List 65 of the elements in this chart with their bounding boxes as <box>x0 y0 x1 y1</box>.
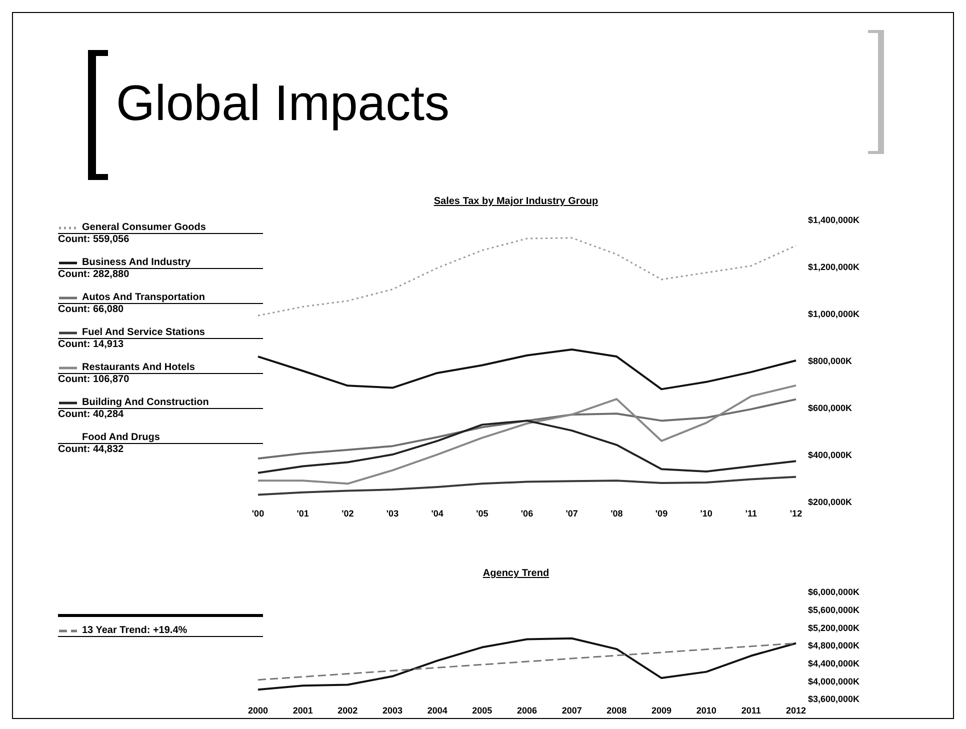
x-tick-label: 2005 <box>472 705 492 716</box>
y-tick-label: $600,000K <box>808 403 853 414</box>
x-tick-label: 2000 <box>248 705 268 716</box>
text: Count: 559,056 <box>58 234 130 245</box>
x-tick-label: '02 <box>342 508 354 518</box>
x-tick-label: 2011 <box>741 705 761 716</box>
text: Count: 66,080 <box>58 304 125 315</box>
chart-title: Sales Tax by Major Industry Group <box>432 196 600 209</box>
x-tick-label: '11 <box>745 508 757 518</box>
x-tick-label: '00 <box>252 508 264 518</box>
text: Food And Drugs <box>81 432 161 443</box>
y-tick-label: $1,200,000K <box>808 262 860 272</box>
y-tick-label: $200,000K <box>808 497 853 508</box>
text: Count: 282,880 <box>58 269 130 280</box>
x-tick-label: '05 <box>476 508 488 518</box>
line-series <box>257 637 797 691</box>
text: Count: 40,284 <box>58 409 125 420</box>
line-series <box>257 476 797 496</box>
legend-label: Building And Construction <box>82 397 209 408</box>
x-tick-label: 2004 <box>427 705 448 716</box>
line-series <box>257 348 797 390</box>
legend-label: Autos And Transportation <box>82 292 205 303</box>
text: Count: 106,870 <box>58 374 130 385</box>
y-tick-label: $5,200,000K <box>808 622 860 633</box>
x-tick-label: 2008 <box>606 705 627 716</box>
legend-label: Business And Industry <box>82 257 191 268</box>
line-series <box>257 398 797 460</box>
y-tick-label: $1,400,000K <box>808 215 860 226</box>
y-tick-label: $800,000K <box>808 356 853 366</box>
x-tick-label: '01 <box>296 508 309 518</box>
x-tick-label: '10 <box>700 508 712 518</box>
line-series <box>257 384 797 485</box>
x-tick-label: 2003 <box>382 705 403 716</box>
y-tick-label: $4,800,000K <box>808 640 860 651</box>
x-tick-label: '12 <box>790 508 802 518</box>
y-tick-label: $1,000,000K <box>808 309 860 320</box>
x-tick-label: 2012 <box>786 705 806 716</box>
x-tick-label: 2009 <box>651 705 672 716</box>
y-tick-label: $6,000,000K <box>808 587 860 598</box>
y-tick-label: $4,000,000K <box>808 676 860 686</box>
x-tick-label: '07 <box>566 508 578 518</box>
legend-label: General Consumer Goods <box>82 222 206 233</box>
legend-label: Restaurants And Hotels <box>82 362 195 373</box>
y-tick-label: $3,600,000K <box>808 694 860 704</box>
y-tick-label: $4,400,000K <box>808 658 860 669</box>
line-series <box>257 237 797 316</box>
line-series <box>257 420 797 474</box>
x-tick-label: '06 <box>520 508 534 518</box>
x-tick-label: 2001 <box>292 705 313 716</box>
x-tick-label: '08 <box>610 508 623 518</box>
legend-label: 13 Year Trend: +19.4% <box>82 625 188 636</box>
x-tick-label: 2010 <box>696 705 716 716</box>
text: Global Impacts <box>116 74 450 132</box>
legend-label: Fuel And Service Stations <box>82 327 205 338</box>
y-tick-label: $5,600,000K <box>808 605 860 616</box>
x-tick-label: 2007 <box>562 705 582 716</box>
x-tick-label: '04 <box>431 508 444 518</box>
x-tick-label: '09 <box>655 508 668 518</box>
text: Count: 14,913 <box>58 339 125 350</box>
x-tick-label: 2006 <box>516 705 538 716</box>
chart-title: Agency Trend <box>482 568 550 581</box>
x-tick-label: 2002 <box>338 705 358 716</box>
x-tick-label: '03 <box>386 508 399 518</box>
text: Count: 44,832 <box>58 444 125 455</box>
y-tick-label: $400,000K <box>808 450 853 460</box>
